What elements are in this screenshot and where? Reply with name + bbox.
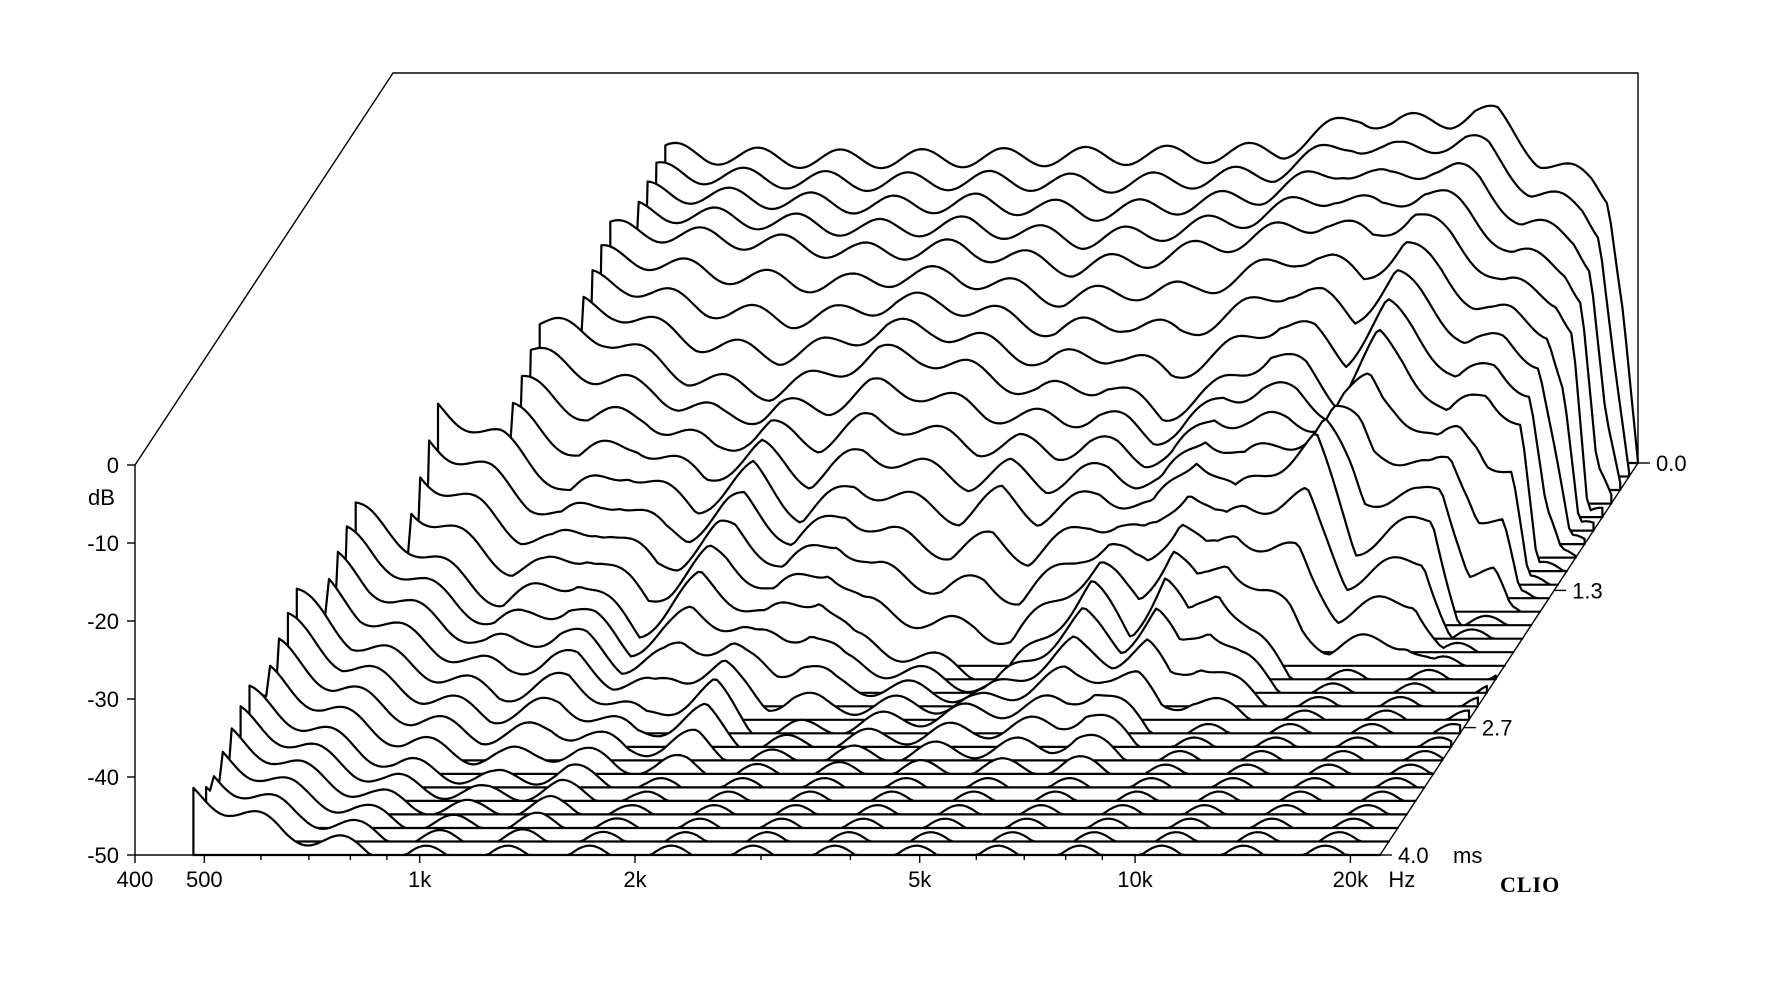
waterfall-slice-26 [226, 727, 1408, 816]
x-tick-label-500: 500 [186, 867, 223, 892]
y-tick-label--30: -30 [87, 687, 119, 712]
z-tick-label-2.7: 2.7 [1482, 716, 1513, 741]
waterfall-slices [192, 104, 1640, 857]
y-axis-label: dB [88, 485, 115, 510]
y-tick-label--20: -20 [87, 609, 119, 634]
waterfall-slice-27 [213, 750, 1399, 830]
x-tick-label-10k: 10k [1117, 867, 1153, 892]
waterfall-slice-17 [341, 525, 1488, 694]
y-tick-label-0: 0 [107, 453, 119, 478]
x-tick-label-400: 400 [117, 867, 154, 892]
z-unit-label: ms [1453, 843, 1482, 868]
clio-brand-label: CLIO [1500, 872, 1560, 897]
frequency-axis: 400 500 1k 2k 5k 10k 20k Hz [117, 855, 1415, 892]
z-tick-label-0.0: 0.0 [1656, 451, 1687, 476]
y-tick-label--10: -10 [87, 531, 119, 556]
x-tick-label-1k: 1k [408, 867, 432, 892]
y-tick-label--40: -40 [87, 765, 119, 790]
waterfall-slice-29 [192, 786, 1382, 857]
waterfall-slice-23 [261, 664, 1435, 775]
waterfall-slice-18 [325, 550, 1479, 708]
z-tick-label-4.0: 4.0 [1398, 843, 1429, 868]
back-wall-outline [134, 72, 1639, 466]
y-tick-label--50: -50 [87, 843, 119, 868]
x-tick-label-2k: 2k [623, 867, 647, 892]
waterfall-slice-25 [239, 705, 1417, 802]
level-axis: 0 -10 -20 -30 -40 -50 [87, 453, 135, 868]
time-axis: 0.0 1.3 2.7 4.0 ms [1380, 451, 1687, 868]
waterfall-slice-24 [248, 684, 1426, 789]
x-tick-label-5k: 5k [908, 867, 932, 892]
x-unit-label: Hz [1388, 867, 1415, 892]
waterfall-slice-19 [312, 577, 1471, 721]
waterfall-slice-20 [295, 587, 1462, 735]
time-axis-line [1379, 462, 1639, 856]
x-tick-label-20k: 20k [1333, 867, 1369, 892]
z-tick-label-1.3: 1.3 [1572, 578, 1603, 603]
waterfall-slice-28 [205, 775, 1390, 843]
